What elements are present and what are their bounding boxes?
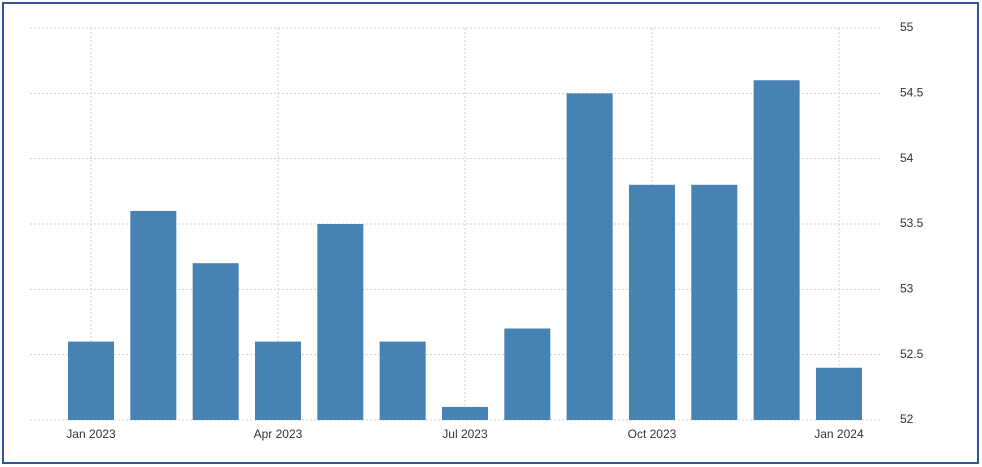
y-tick-label: 54.5 (900, 86, 924, 100)
y-tick-label: 52.5 (900, 347, 924, 361)
x-tick-label: Apr 2023 (254, 427, 303, 441)
y-tick-label: 53 (900, 282, 914, 296)
x-tick-label: Jan 2023 (66, 427, 116, 441)
bar (192, 263, 239, 420)
x-tick-label: Jul 2023 (442, 427, 488, 441)
bar (379, 341, 426, 420)
y-tick-label: 53.5 (900, 216, 924, 230)
bar (566, 93, 613, 420)
bar (815, 367, 862, 420)
bar (130, 210, 177, 420)
bar (691, 184, 738, 420)
bar (441, 406, 488, 420)
y-tick-label: 54 (900, 151, 914, 165)
bar (317, 224, 364, 420)
y-tick-label: 55 (900, 20, 914, 34)
bar (753, 80, 800, 421)
bar (628, 184, 675, 420)
x-tick-label: Jan 2024 (814, 427, 864, 441)
y-tick-label: 52 (900, 412, 914, 426)
bar (254, 341, 301, 420)
bar (68, 341, 114, 420)
x-tick-label: Oct 2023 (628, 427, 677, 441)
bar (504, 328, 551, 420)
